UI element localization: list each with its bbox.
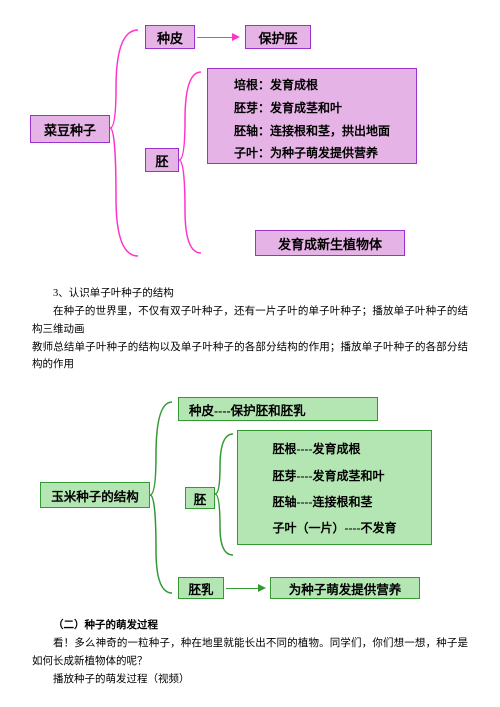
text2-p2: 播放种子的萌发过程（视频） (0, 671, 500, 689)
d2-arrow-line (226, 588, 258, 589)
d2-bracket-root (150, 400, 172, 595)
d1-node2: 胚 (145, 148, 179, 172)
d1-node1-target: 保护胚 (245, 25, 311, 49)
d2-node1: 种皮----保护胚和胚乳 (178, 397, 378, 421)
d2-bracket-node2 (215, 432, 233, 557)
text1-heading: 3、认识单子叶种子的结构 (0, 285, 500, 303)
d2-arrow-head (258, 584, 266, 592)
d1-root: 菜豆种子 (30, 115, 110, 143)
text2-p1: 看！多么神奇的一粒种子，种在地里就能长出不同的植物。同学们，你们想一想，种子是如… (0, 635, 500, 671)
d1-node2-detail: 培根：发育成根 胚芽：发育成茎和叶 胚轴：连接根和茎，拱出地面 子叶：为种子萌发… (207, 68, 417, 164)
diagram-corn-seed: 玉米种子的结构 种皮----保护胚和胚乳 胚 胚根----发育成根 胚芽----… (0, 382, 500, 607)
d1-node1: 种皮 (145, 25, 195, 49)
d1-arrow1-line (197, 37, 232, 38)
d1-arrow1-head (232, 33, 240, 41)
diagram-bean-seed: 菜豆种子 种皮 保护胚 胚 培根：发育成根 胚芽：发育成茎和叶 胚轴：连接根和茎… (0, 0, 500, 260)
d2-node3: 胚乳 (178, 577, 224, 599)
text1-p2: 教师总结单子叶种子的结构以及单子叶种子的各部分结构的作用；播放单子叶种子的各部分… (0, 339, 500, 375)
text2-heading: （二）种子的萌发过程 (0, 617, 500, 635)
d2-root: 玉米种子的结构 (40, 482, 150, 508)
text1-p1: 在种子的世界里，不仅有双子叶种子，还有一片子叶的单子叶种子；播放单子叶种子的结构… (0, 303, 500, 339)
d2-node2-detail: 胚根----发育成根 胚芽----发育成茎和叶 胚轴----连接根和茎 子叶（一… (237, 430, 432, 545)
d2-node3-target: 为种子萌发提供营养 (270, 577, 420, 599)
d1-node2-target: 发育成新生植物体 (255, 230, 405, 256)
d1-bracket-node2 (179, 70, 201, 255)
d2-node2: 胚 (185, 487, 215, 509)
d1-bracket-root (110, 28, 138, 258)
